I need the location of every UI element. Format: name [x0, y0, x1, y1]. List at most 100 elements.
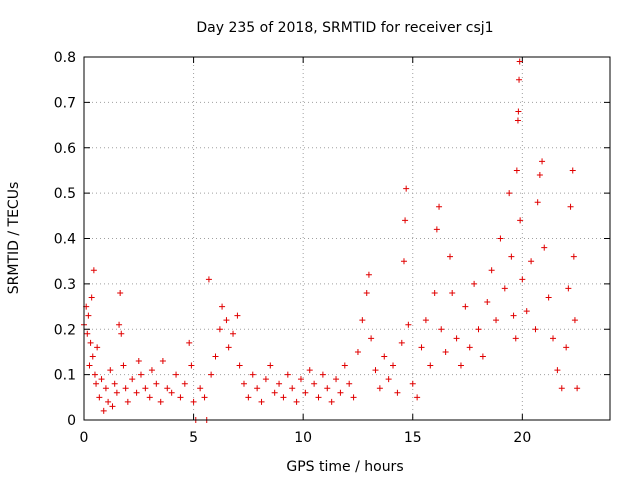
data-point: [89, 353, 96, 360]
data-point: [124, 398, 131, 405]
data-point: [173, 371, 180, 378]
data-point: [168, 389, 175, 396]
data-point: [405, 321, 412, 328]
data-point: [236, 362, 243, 369]
y-axis-label: SRMTID / TECUs: [6, 182, 22, 295]
data-point: [297, 376, 304, 383]
data-point: [398, 339, 405, 346]
y-tick-label: 0.3: [54, 277, 76, 293]
data-point: [354, 348, 361, 355]
data-point: [381, 353, 388, 360]
data-point: [341, 362, 348, 369]
data-point: [159, 358, 166, 365]
data-point: [453, 335, 460, 342]
data-point: [506, 190, 513, 197]
data-point: [385, 376, 392, 383]
data-point: [122, 385, 129, 392]
data-point: [570, 253, 577, 260]
data-point: [433, 226, 440, 233]
data-point: [517, 217, 524, 224]
data-point: [541, 244, 548, 251]
y-tick-label: 0.4: [54, 232, 76, 248]
data-point: [539, 158, 546, 165]
data-point: [462, 303, 469, 310]
data-point: [164, 385, 171, 392]
data-point: [271, 389, 278, 396]
data-point: [135, 358, 142, 365]
data-point: [302, 389, 309, 396]
y-tick-label: 0: [67, 413, 76, 429]
data-point: [442, 348, 449, 355]
data-point: [306, 367, 313, 374]
data-point: [85, 312, 92, 319]
data-point: [117, 289, 124, 296]
data-point: [438, 326, 445, 333]
data-point: [234, 312, 241, 319]
data-point: [86, 362, 93, 369]
data-point: [418, 344, 425, 351]
data-point: [116, 321, 123, 328]
data-point: [400, 258, 407, 265]
data-point: [181, 380, 188, 387]
data-point: [512, 335, 519, 342]
x-axis-label: GPS time / hours: [286, 459, 403, 475]
x-tick-label: 10: [294, 430, 312, 446]
data-point: [536, 171, 543, 178]
data-point: [254, 385, 261, 392]
data-point: [376, 385, 383, 392]
data-point: [157, 398, 164, 405]
data-point: [212, 353, 219, 360]
data-point: [447, 253, 454, 260]
data-point: [471, 280, 478, 287]
data-point: [457, 362, 464, 369]
data-point: [558, 385, 565, 392]
tick-marks: 0 0.1 0.2 0.3 0.4 0.5 0.6 0.7 0.8 0 5 10 15 20: [54, 50, 610, 446]
data-point: [508, 253, 515, 260]
data-point: [403, 185, 410, 192]
data-point: [137, 371, 144, 378]
data-point: [475, 326, 482, 333]
data-point: [523, 308, 530, 315]
data-point: [516, 76, 523, 83]
data-point: [96, 394, 103, 401]
data-point: [510, 312, 517, 319]
data-point: [466, 344, 473, 351]
data-point: [409, 380, 416, 387]
data-point: [190, 398, 197, 405]
data-point: [493, 317, 500, 324]
data-point: [177, 394, 184, 401]
data-point: [100, 407, 107, 414]
data-point: [205, 276, 212, 283]
data-point: [513, 167, 520, 174]
data-point: [488, 267, 495, 274]
data-point: [293, 398, 300, 405]
data-point: [545, 294, 552, 301]
data-point: [142, 385, 149, 392]
data-point: [534, 199, 541, 206]
data-point: [565, 285, 572, 292]
data-point: [337, 389, 344, 396]
data-point: [346, 380, 353, 387]
data-point: [333, 376, 340, 383]
data-point: [262, 376, 269, 383]
data-point: [422, 317, 429, 324]
data-point: [368, 335, 375, 342]
data-point: [148, 367, 155, 374]
data-point: [113, 389, 120, 396]
data-point: [365, 271, 372, 278]
data-point: [90, 267, 97, 274]
data-point: [249, 371, 256, 378]
data-point: [402, 217, 409, 224]
x-tick-label: 20: [513, 430, 531, 446]
data-point: [350, 394, 357, 401]
data-point: [514, 117, 521, 124]
data-point: [118, 330, 125, 337]
data-point: [554, 367, 561, 374]
data-point: [280, 394, 287, 401]
data-point: [372, 367, 379, 374]
data-point: [98, 376, 105, 383]
data-point: [201, 394, 208, 401]
data-point: [550, 335, 557, 342]
data-point: [324, 385, 331, 392]
data-point: [120, 362, 127, 369]
